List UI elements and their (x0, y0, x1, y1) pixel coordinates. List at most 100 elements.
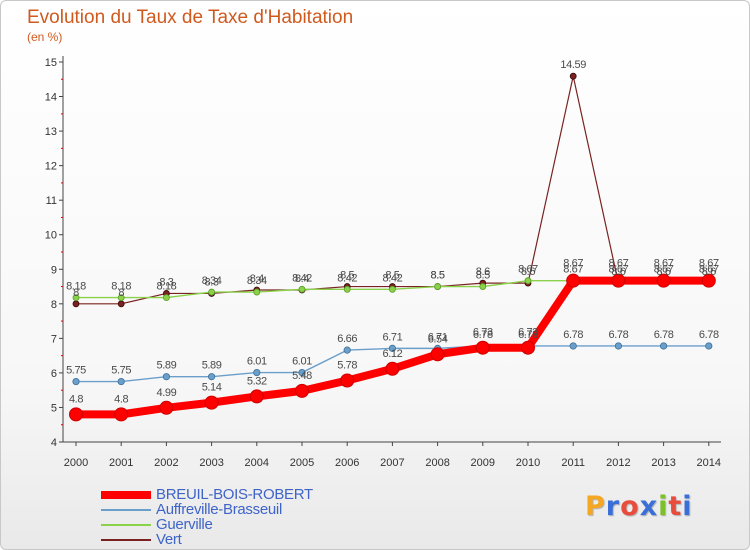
x-tick-label: 2005 (290, 457, 314, 469)
data-point (162, 294, 170, 302)
data-point (656, 273, 671, 288)
data-label: 8.67 (518, 264, 538, 276)
data-label: 6.73 (518, 327, 538, 339)
x-tick-label: 2013 (651, 457, 675, 469)
data-label: 8.4 (295, 273, 309, 285)
data-label: 8.6 (657, 266, 671, 278)
legend-swatch (101, 523, 151, 526)
chart-data-labels: 4.8 4.84.99 5.145.32 5.485.786.126.546.73 6.… (66, 59, 719, 405)
x-tick-label: 2012 (606, 457, 630, 469)
y-tick-label: 5 (51, 402, 57, 414)
data-label: 6.66 (337, 333, 357, 345)
x-tick-label: 2014 (697, 457, 721, 469)
data-label: 8.67 (563, 258, 583, 270)
data-point (298, 368, 306, 377)
data-label: 8.5 (431, 270, 445, 282)
data-point (343, 285, 351, 293)
legend-swatch (101, 508, 151, 511)
x-tick-label: 2010 (516, 457, 540, 469)
data-label: 6.78 (563, 329, 583, 341)
proxiti-logo: Proxiti (585, 491, 693, 522)
data-label: 8.67 (608, 264, 628, 276)
data-label: 4.8 (69, 393, 83, 405)
legend-label: Vert (156, 531, 182, 548)
data-point (72, 377, 80, 386)
data-label: 8.67 (699, 258, 719, 270)
x-tick-label: 2001 (109, 457, 133, 469)
data-point (72, 300, 80, 308)
x-tick-label: 2011 (561, 457, 585, 469)
data-point (340, 373, 355, 388)
data-label: 8.6 (476, 266, 490, 278)
x-tick-label: 2006 (335, 457, 359, 469)
data-point (388, 344, 396, 352)
data-label: 6.54 (428, 333, 448, 345)
legend-swatch (101, 538, 151, 541)
data-label: 5.78 (337, 360, 357, 372)
y-tick-label: 6 (51, 368, 57, 380)
chart-series (69, 72, 716, 422)
data-label: 6.78 (654, 329, 674, 341)
data-label: 5.14 (202, 382, 222, 394)
data-label: 8.5 (340, 270, 354, 282)
data-point (385, 361, 400, 376)
data-label: 8.42 (292, 272, 312, 284)
data-point (117, 294, 125, 302)
data-label: 6.78 (699, 329, 719, 341)
data-label: 8.5 (431, 270, 445, 282)
chart-axes: 4 5 6 7 8 9 10 11 12 13 14 15 2000 2001 2002 2003 2004 20… (45, 56, 721, 469)
legend-swatch (101, 490, 151, 499)
data-label: 5.89 (156, 360, 176, 372)
data-label: 6.12 (382, 348, 402, 360)
y-tick-label: 7 (51, 333, 57, 345)
y-tick-label: 11 (46, 195, 57, 207)
data-label: 8.34 (247, 275, 267, 287)
data-label: 8 (118, 287, 124, 299)
y-tick-label: 10 (45, 230, 57, 242)
legend-label: Guerville (156, 516, 213, 533)
data-point (388, 285, 396, 293)
data-point (208, 288, 216, 296)
data-point (566, 273, 581, 288)
x-tick-label: 2000 (64, 457, 88, 469)
data-point (569, 342, 577, 350)
data-point (430, 347, 445, 362)
chart-title: Evolution du Taux de Taxe d'Habitation (27, 7, 354, 28)
y-tick-label: 9 (51, 264, 57, 276)
data-label: 6.73 (473, 327, 493, 339)
data-label: 6.78 (608, 329, 628, 341)
y-tick-label: 12 (45, 161, 57, 173)
y-tick-label: 8 (51, 299, 57, 311)
data-label: 4.99 (156, 387, 176, 399)
data-label: 5.75 (111, 365, 131, 377)
y-tick-label: 14 (45, 92, 57, 104)
data-label: 5.48 (292, 370, 312, 382)
data-point (253, 368, 261, 377)
data-label: 8 (73, 287, 79, 299)
data-label: 6.78 (473, 329, 493, 341)
data-point (343, 346, 351, 354)
data-point (479, 283, 487, 290)
data-label: 8.67 (654, 258, 674, 270)
data-point (253, 288, 261, 296)
data-label: 8.5 (476, 270, 490, 282)
data-point (72, 294, 80, 302)
data-point (659, 342, 668, 350)
series-breuil-bois-robert (69, 273, 716, 422)
data-point (159, 400, 174, 415)
data-point (475, 340, 490, 355)
data-point (521, 340, 535, 355)
data-label: 8.6 (521, 266, 535, 278)
data-point (295, 383, 309, 398)
data-label: 6.78 (518, 329, 538, 341)
y-tick-label: 13 (45, 126, 57, 138)
data-label: 8.67 (563, 264, 583, 276)
x-tick-label: 2004 (245, 457, 269, 469)
data-label: 8.18 (66, 281, 86, 293)
x-tick-label: 2002 (154, 457, 178, 469)
data-label: 6.71 (428, 331, 448, 343)
data-label: 5.89 (202, 360, 222, 372)
data-point (208, 373, 216, 381)
